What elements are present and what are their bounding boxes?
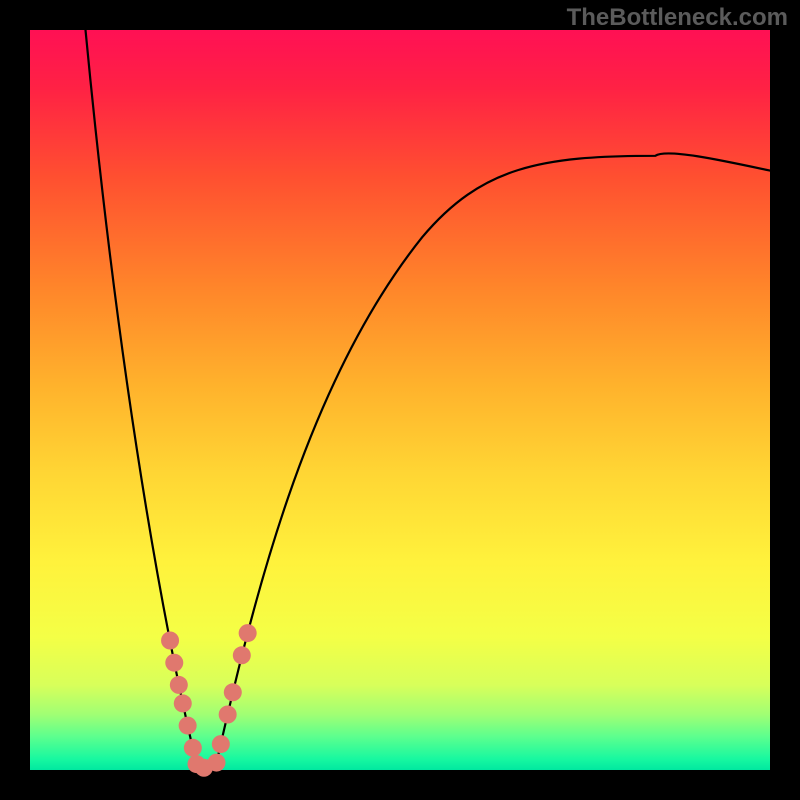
- curve-marker: [212, 735, 230, 753]
- curve-markers: [161, 624, 257, 777]
- curve-marker: [207, 754, 225, 772]
- curve-marker: [224, 683, 242, 701]
- curve-marker: [165, 654, 183, 672]
- curve-marker: [184, 739, 202, 757]
- watermark-text: TheBottleneck.com: [567, 4, 788, 32]
- plot-area: [30, 30, 770, 770]
- bottleneck-curve: [30, 30, 770, 770]
- curve-marker: [161, 632, 179, 650]
- curve-marker: [219, 706, 237, 724]
- curve-marker: [239, 624, 257, 642]
- chart-stage: TheBottleneck.com: [0, 0, 800, 800]
- curve-path: [86, 30, 771, 768]
- curve-marker: [233, 646, 251, 664]
- curve-marker: [170, 676, 188, 694]
- curve-marker: [174, 694, 192, 712]
- curve-marker: [179, 717, 197, 735]
